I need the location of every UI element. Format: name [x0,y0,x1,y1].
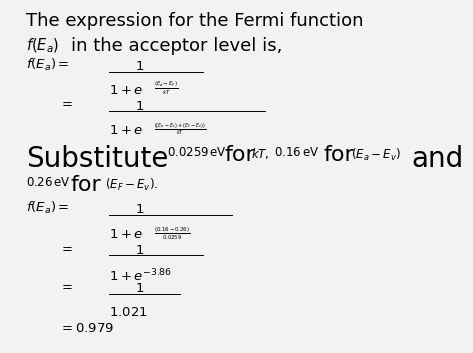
Text: $f(E_a)$: $f(E_a)$ [26,37,59,55]
Text: in the acceptor level is,: in the acceptor level is, [71,37,282,55]
Text: $1$: $1$ [135,244,144,257]
Text: $=$: $=$ [59,279,73,292]
Text: $1$: $1$ [135,60,144,73]
Text: $1+e$: $1+e$ [109,84,143,97]
Text: $1$: $1$ [135,203,144,216]
Text: $0.26\,\mathrm{eV}$: $0.26\,\mathrm{eV}$ [26,176,70,190]
Text: for: for [323,145,354,165]
Text: $(E_a-E_v)$: $(E_a-E_v)$ [351,146,402,163]
Text: $\frac{((E_a-E_v)+(E_F-E_v))}{kT}$: $\frac{((E_a-E_v)+(E_F-E_v))}{kT}$ [154,121,206,137]
Text: $1+e^{-3.86}$: $1+e^{-3.86}$ [109,267,172,284]
Text: The expression for the Fermi function: The expression for the Fermi function [26,12,364,30]
Text: $1.021$: $1.021$ [109,306,148,319]
Text: $0.16\,\mathrm{eV}$: $0.16\,\mathrm{eV}$ [274,146,320,160]
Text: $=$: $=$ [59,241,73,254]
Text: $0.0259\,\mathrm{eV}$: $0.0259\,\mathrm{eV}$ [167,146,227,160]
Text: $=$: $=$ [59,96,73,109]
Text: $f(E_a)=$: $f(E_a)=$ [26,199,70,216]
Text: $\frac{(E_a-E_F)}{kT}$: $\frac{(E_a-E_F)}{kT}$ [154,80,178,97]
Text: $1$: $1$ [135,282,144,295]
Text: $f(E_a)=$: $f(E_a)=$ [26,56,70,73]
Text: for: for [71,175,102,195]
Text: $1+e$: $1+e$ [109,228,143,241]
Text: $= 0.979$: $= 0.979$ [59,322,114,335]
Text: $(E_F-E_v).$: $(E_F-E_v).$ [105,176,159,193]
Text: $kT,$: $kT,$ [251,146,270,161]
Text: and: and [411,145,463,173]
Text: for: for [225,145,255,165]
Text: Substitute: Substitute [26,145,168,173]
Text: $1$: $1$ [135,100,144,113]
Text: $\frac{(0.16-0.26)}{0.0259}$: $\frac{(0.16-0.26)}{0.0259}$ [154,225,190,242]
Text: $1+e$: $1+e$ [109,124,143,137]
